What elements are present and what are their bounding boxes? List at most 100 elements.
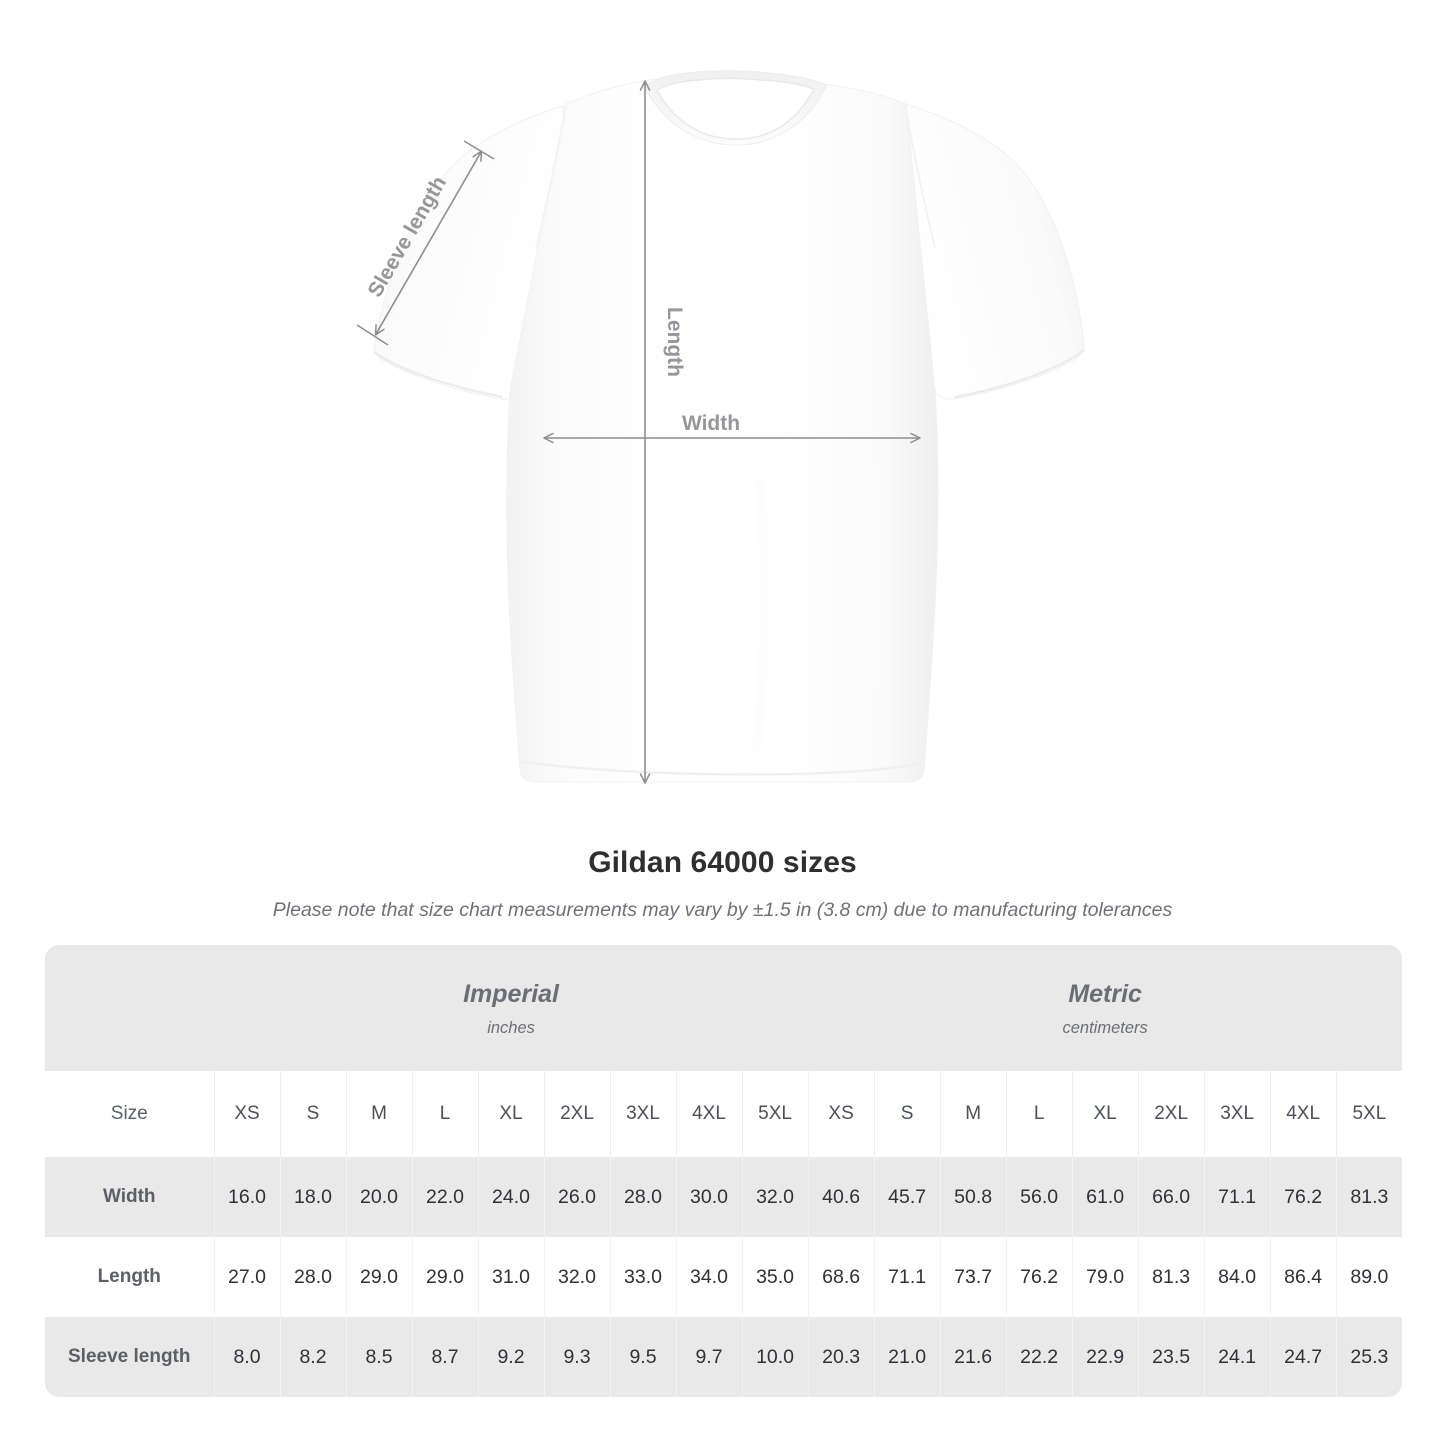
cell-sleeve-metric-xl: 22.9 <box>1071 1317 1139 1397</box>
bottom-hem <box>522 760 922 776</box>
cell-width-imperial-xl: 24.0 <box>477 1157 544 1237</box>
size-header-metric-xl: XL <box>1071 1071 1139 1157</box>
table-row-length: Length 27.0 28.0 29.0 29.0 31.0 32.0 33.… <box>45 1237 1403 1317</box>
size-header-imperial-m: M <box>345 1071 412 1157</box>
cell-width-imperial-s: 18.0 <box>279 1157 346 1237</box>
cell-sleeve-imperial-xl: 9.2 <box>477 1317 544 1397</box>
cell-length-imperial-xl: 31.0 <box>477 1237 544 1317</box>
size-header-metric-5xl: 5XL <box>1335 1071 1403 1157</box>
width-label: Width <box>682 412 740 435</box>
metric-label: Metric <box>1068 979 1142 1008</box>
size-header-metric-xs: XS <box>807 1071 875 1157</box>
cell-width-imperial-xs: 16.0 <box>213 1157 280 1237</box>
heading-block: Gildan 64000 sizes Please note that size… <box>0 845 1445 922</box>
collar-inner <box>656 77 815 140</box>
cell-length-imperial-xs: 27.0 <box>213 1237 280 1317</box>
left-sleeve-hem <box>373 351 504 399</box>
shirt-shape <box>373 70 1085 783</box>
size-header-metric-m: M <box>939 1071 1007 1157</box>
cell-width-imperial-2xl: 26.0 <box>543 1157 610 1237</box>
cell-sleeve-imperial-4xl: 9.7 <box>675 1317 742 1397</box>
cell-length-metric-5xl: 89.0 <box>1335 1237 1403 1317</box>
size-header-imperial-3xl: 3XL <box>609 1071 676 1157</box>
cell-length-metric-2xl: 81.3 <box>1137 1237 1205 1317</box>
cell-sleeve-metric-xs: 20.3 <box>807 1317 875 1397</box>
cell-length-metric-3xl: 84.0 <box>1203 1237 1271 1317</box>
cell-sleeve-metric-4xl: 24.7 <box>1269 1317 1337 1397</box>
size-header-imperial-5xl: 5XL <box>741 1071 809 1157</box>
fold-left <box>576 419 590 749</box>
sleeve-tick-bottom <box>356 324 389 346</box>
cell-sleeve-imperial-m: 8.5 <box>345 1317 412 1397</box>
unit-banner-row: Imperial inches Metric centimeters <box>45 945 1403 1071</box>
right-shoulder-seam <box>904 103 936 248</box>
cell-sleeve-imperial-l: 8.7 <box>411 1317 478 1397</box>
cell-sleeve-metric-5xl: 25.3 <box>1335 1317 1403 1397</box>
cell-sleeve-metric-s: 21.0 <box>873 1317 941 1397</box>
cell-width-metric-5xl: 81.3 <box>1335 1157 1403 1237</box>
table-row-width: Width 16.0 18.0 20.0 22.0 24.0 26.0 28.0… <box>45 1157 1403 1237</box>
metric-unit: centimeters <box>1062 1018 1148 1037</box>
cell-width-metric-xs: 40.6 <box>807 1157 875 1237</box>
size-header-imperial-xs: XS <box>213 1071 280 1157</box>
cell-sleeve-metric-2xl: 23.5 <box>1137 1317 1205 1397</box>
size-header-imperial-l: L <box>411 1071 478 1157</box>
right-sleeve-hem <box>954 349 1085 399</box>
fold-right <box>866 429 881 749</box>
size-header-metric-l: L <box>1005 1071 1073 1157</box>
size-header-metric-s: S <box>873 1071 941 1157</box>
page-title: Gildan 64000 sizes <box>588 846 857 879</box>
cell-width-metric-s: 45.7 <box>873 1157 941 1237</box>
cell-sleeve-imperial-5xl: 10.0 <box>741 1317 809 1397</box>
imperial-label: Imperial <box>463 979 559 1008</box>
cell-length-metric-s: 71.1 <box>873 1237 941 1317</box>
cell-width-imperial-4xl: 30.0 <box>675 1157 742 1237</box>
cell-width-imperial-l: 22.0 <box>411 1157 478 1237</box>
cell-width-metric-3xl: 71.1 <box>1203 1157 1271 1237</box>
size-table: Imperial inches Metric centimeters Size … <box>45 945 1403 1397</box>
size-header-metric-3xl: 3XL <box>1203 1071 1271 1157</box>
cell-length-imperial-m: 29.0 <box>345 1237 412 1317</box>
cell-length-imperial-4xl: 34.0 <box>675 1237 742 1317</box>
measurement-annotations <box>356 80 921 784</box>
size-header-imperial-4xl: 4XL <box>675 1071 742 1157</box>
size-table-wrapper: Imperial inches Metric centimeters Size … <box>45 945 1403 1397</box>
size-header-row: Size XS S M L XL 2XL 3XL 4XL 5XL XS S M … <box>45 1071 1403 1157</box>
cell-sleeve-imperial-3xl: 9.5 <box>609 1317 676 1397</box>
banner-spacer <box>45 945 214 1071</box>
size-header-metric-4xl: 4XL <box>1269 1071 1337 1157</box>
tshirt-diagram: Sleeve length Length Width <box>356 70 1085 784</box>
table-row-sleeve-length: Sleeve length 8.0 8.2 8.5 8.7 9.2 9.3 9.… <box>45 1317 1403 1397</box>
size-header-imperial-2xl: 2XL <box>543 1071 610 1157</box>
cell-sleeve-imperial-2xl: 9.3 <box>543 1317 610 1397</box>
row-label-length: Length <box>45 1237 214 1317</box>
cell-sleeve-metric-3xl: 24.1 <box>1203 1317 1271 1397</box>
cell-width-metric-4xl: 76.2 <box>1269 1157 1337 1237</box>
cell-width-imperial-m: 20.0 <box>345 1157 412 1237</box>
length-label: Length <box>663 307 686 377</box>
sleeve-arrow <box>374 150 483 336</box>
cell-sleeve-metric-m: 21.6 <box>939 1317 1007 1397</box>
imperial-unit: inches <box>487 1018 535 1037</box>
row-label-width: Width <box>45 1157 214 1237</box>
cell-width-imperial-5xl: 32.0 <box>741 1157 809 1237</box>
cell-sleeve-metric-l: 22.2 <box>1005 1317 1073 1397</box>
cell-length-imperial-l: 29.0 <box>411 1237 478 1317</box>
cell-length-metric-m: 73.7 <box>939 1237 1007 1317</box>
left-shoulder-seam <box>535 104 567 249</box>
size-header-imperial-s: S <box>279 1071 346 1157</box>
cell-length-metric-4xl: 86.4 <box>1269 1237 1337 1317</box>
cell-width-metric-xl: 61.0 <box>1071 1157 1139 1237</box>
row-label-sleeve-length: Sleeve length <box>45 1317 214 1397</box>
cell-width-imperial-3xl: 28.0 <box>609 1157 676 1237</box>
cell-sleeve-imperial-xs: 8.0 <box>213 1317 280 1397</box>
fold-center <box>752 479 769 751</box>
tolerance-note: Please note that size chart measurements… <box>272 899 1173 921</box>
cell-sleeve-imperial-s: 8.2 <box>279 1317 346 1397</box>
cell-width-metric-m: 50.8 <box>939 1157 1007 1237</box>
cell-length-metric-l: 76.2 <box>1005 1237 1073 1317</box>
size-column-label: Size <box>45 1071 214 1157</box>
cell-width-metric-l: 56.0 <box>1005 1157 1073 1237</box>
cell-length-imperial-s: 28.0 <box>279 1237 346 1317</box>
